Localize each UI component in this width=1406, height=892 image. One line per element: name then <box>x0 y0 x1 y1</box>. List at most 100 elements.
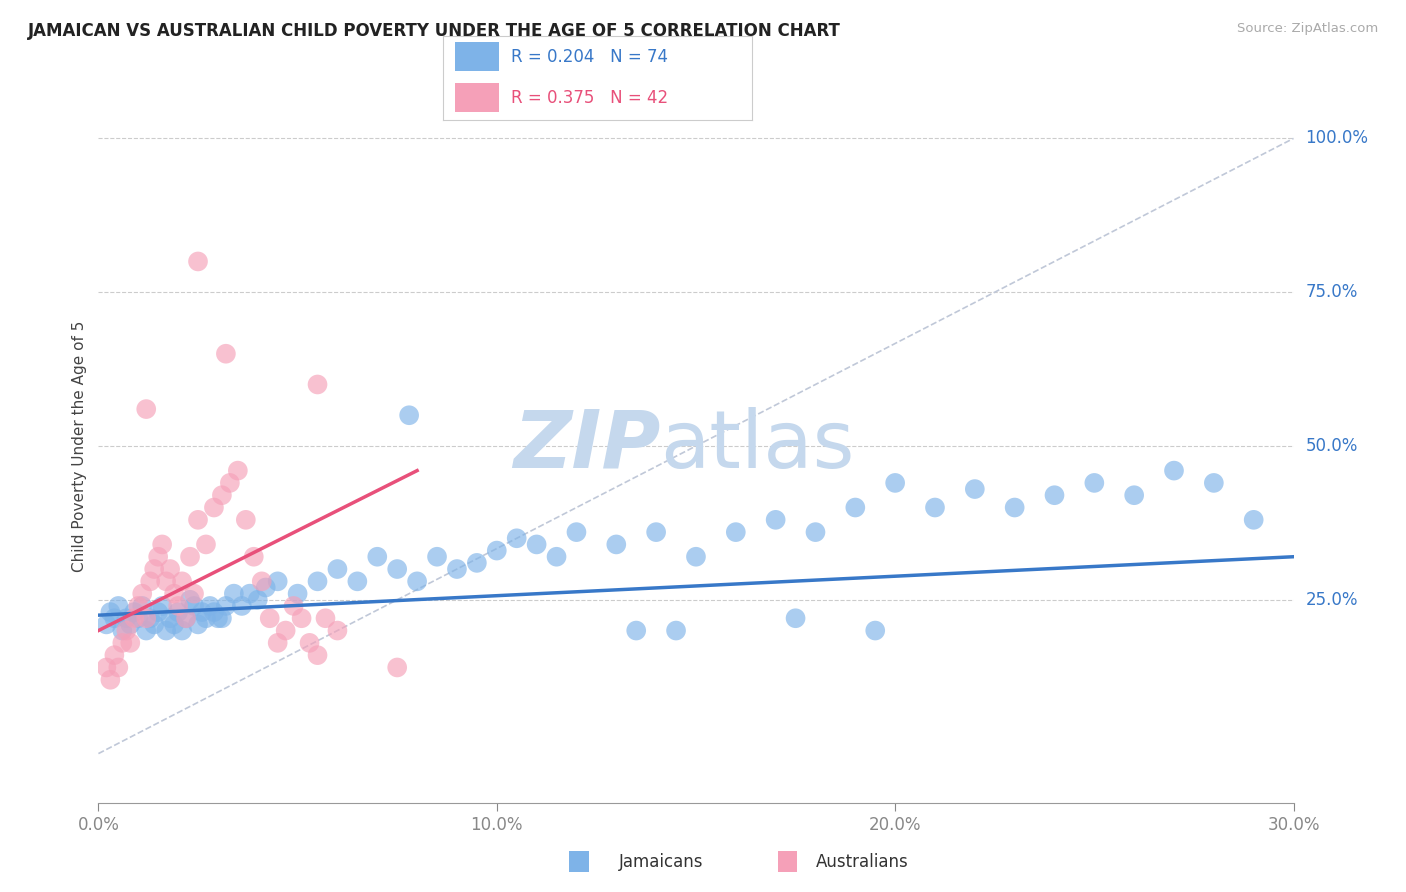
Point <box>215 599 238 613</box>
Point <box>159 611 181 625</box>
Point <box>143 617 166 632</box>
FancyBboxPatch shape <box>456 83 499 112</box>
Point <box>135 624 157 638</box>
Point <box>446 562 468 576</box>
Text: 100.0%: 100.0% <box>1305 129 1368 147</box>
Point <box>326 562 349 576</box>
Point <box>526 537 548 551</box>
Point <box>187 617 209 632</box>
Point <box>96 660 118 674</box>
Point <box>183 599 205 613</box>
Point <box>195 537 218 551</box>
Point <box>565 525 588 540</box>
Point <box>198 599 221 613</box>
Text: JAMAICAN VS AUSTRALIAN CHILD POVERTY UNDER THE AGE OF 5 CORRELATION CHART: JAMAICAN VS AUSTRALIAN CHILD POVERTY UND… <box>28 22 841 40</box>
Point <box>315 611 337 625</box>
Point <box>107 660 129 674</box>
Point <box>283 599 305 613</box>
Point <box>1083 475 1105 490</box>
Point <box>259 611 281 625</box>
Point <box>385 562 409 576</box>
Point <box>274 624 297 638</box>
Point <box>506 531 529 545</box>
Point <box>685 549 707 564</box>
Text: R = 0.204   N = 74: R = 0.204 N = 74 <box>510 48 668 66</box>
Point <box>465 556 488 570</box>
Point <box>195 611 218 625</box>
Point <box>485 543 508 558</box>
Point <box>287 587 309 601</box>
Point <box>131 599 153 613</box>
Point <box>148 549 170 564</box>
Point <box>1202 475 1225 490</box>
Point <box>250 574 273 589</box>
Point <box>120 636 142 650</box>
Point <box>267 636 290 650</box>
Point <box>724 525 747 540</box>
Point <box>124 611 146 625</box>
Point <box>98 605 122 619</box>
Point <box>167 605 190 619</box>
Point <box>143 562 166 576</box>
Point <box>191 605 214 619</box>
Point <box>135 611 157 625</box>
Point <box>148 605 170 619</box>
Point <box>884 475 907 490</box>
Point <box>120 617 142 632</box>
Text: Jamaicans: Jamaicans <box>619 853 703 871</box>
Point <box>155 624 177 638</box>
Point <box>163 617 186 632</box>
Point <box>187 254 209 268</box>
Point <box>963 482 986 496</box>
Point <box>127 611 149 625</box>
Text: 25.0%: 25.0% <box>1305 591 1358 609</box>
Point <box>103 648 125 662</box>
Point <box>98 673 122 687</box>
Point <box>665 624 688 638</box>
Point <box>1163 464 1185 478</box>
Point <box>187 513 209 527</box>
Point <box>139 611 162 625</box>
Point <box>163 587 186 601</box>
Point <box>267 574 290 589</box>
Point <box>111 636 134 650</box>
Point <box>219 475 242 490</box>
Point <box>231 599 253 613</box>
Y-axis label: Child Poverty Under the Age of 5: Child Poverty Under the Age of 5 <box>72 320 87 572</box>
Point <box>765 513 787 527</box>
Point <box>346 574 368 589</box>
Point <box>159 562 181 576</box>
Point <box>111 624 134 638</box>
Point <box>115 624 138 638</box>
Point <box>222 587 245 601</box>
Point <box>1043 488 1066 502</box>
Point <box>207 611 229 625</box>
Point <box>863 624 886 638</box>
Point <box>235 513 257 527</box>
Point <box>239 587 262 601</box>
Point <box>785 611 807 625</box>
Text: ZIP: ZIP <box>513 407 661 485</box>
Point <box>605 537 627 551</box>
Point <box>124 605 146 619</box>
Point <box>326 624 349 638</box>
Point <box>211 611 233 625</box>
Point <box>226 464 249 478</box>
Point <box>167 599 190 613</box>
Point <box>174 611 197 625</box>
Point <box>155 574 177 589</box>
Point <box>150 537 173 551</box>
Point <box>385 660 409 674</box>
Point <box>215 347 238 361</box>
Point <box>211 488 233 502</box>
Point <box>924 500 946 515</box>
Text: R = 0.375   N = 42: R = 0.375 N = 42 <box>510 88 668 106</box>
Point <box>298 636 321 650</box>
Point <box>127 599 149 613</box>
Point <box>179 592 201 607</box>
Point <box>307 574 329 589</box>
Point <box>804 525 827 540</box>
Point <box>254 581 277 595</box>
Text: Australians: Australians <box>815 853 908 871</box>
Point <box>115 611 138 625</box>
